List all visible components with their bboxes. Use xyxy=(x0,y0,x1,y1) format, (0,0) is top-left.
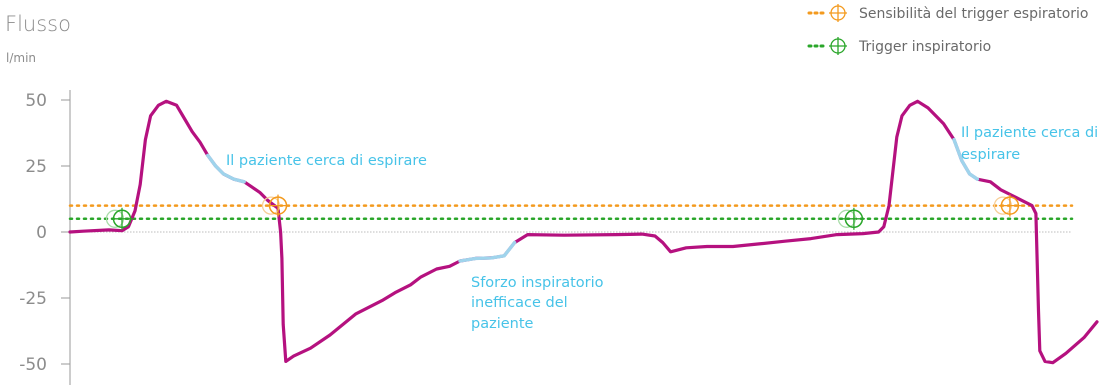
legend-inspiratory-label: Trigger inspiratorio xyxy=(858,39,991,55)
annotation-ineffective-line-2: inefficace del xyxy=(471,295,568,311)
y-ticks: 50 25 0 -25 -50 xyxy=(19,91,70,375)
expiratory-trigger-marker xyxy=(261,194,289,217)
annotation-expire-1: Il paziente cerca di espirare xyxy=(226,153,427,169)
annotation-expire-2: Il paziente cerca di espirare xyxy=(961,125,1103,163)
flow-trace xyxy=(68,99,1099,365)
expiratory-trigger-marker xyxy=(993,194,1021,217)
y-unit-label: l/min xyxy=(6,51,36,65)
y-tick-label: 50 xyxy=(25,91,47,111)
legend-expiratory-icon xyxy=(829,4,847,22)
y-tick-label: 0 xyxy=(36,223,47,243)
annotation-ineffective-line-3: paziente xyxy=(471,316,534,332)
flow-trace-highlight xyxy=(458,240,517,263)
inspiratory-trigger-marker xyxy=(837,207,865,230)
annotation-ineffective-effort: Sforzo inspiratorio inefficace del pazie… xyxy=(471,275,608,332)
trigger-markers xyxy=(105,194,1021,230)
annotation-expire-2-line-2: espirare xyxy=(961,147,1020,163)
legend-expiratory-label: Sensibilità del trigger espiratorio xyxy=(859,6,1088,22)
annotation-expire-2-line-1: Il paziente cerca di xyxy=(961,125,1098,141)
legend: Sensibilità del trigger espiratorio Trig… xyxy=(807,4,1088,55)
annotation-ineffective-line-1: Sforzo inspiratorio xyxy=(471,275,604,291)
chart-title: Flusso xyxy=(5,12,71,36)
inspiratory-trigger-marker xyxy=(105,207,133,230)
y-tick-label: -50 xyxy=(19,355,47,375)
y-tick-label: 25 xyxy=(25,157,47,177)
flow-trace-highlight xyxy=(206,153,246,184)
flow-trace-highlight xyxy=(952,137,980,181)
legend-inspiratory-icon xyxy=(829,37,847,55)
y-tick-label: -25 xyxy=(19,289,47,309)
